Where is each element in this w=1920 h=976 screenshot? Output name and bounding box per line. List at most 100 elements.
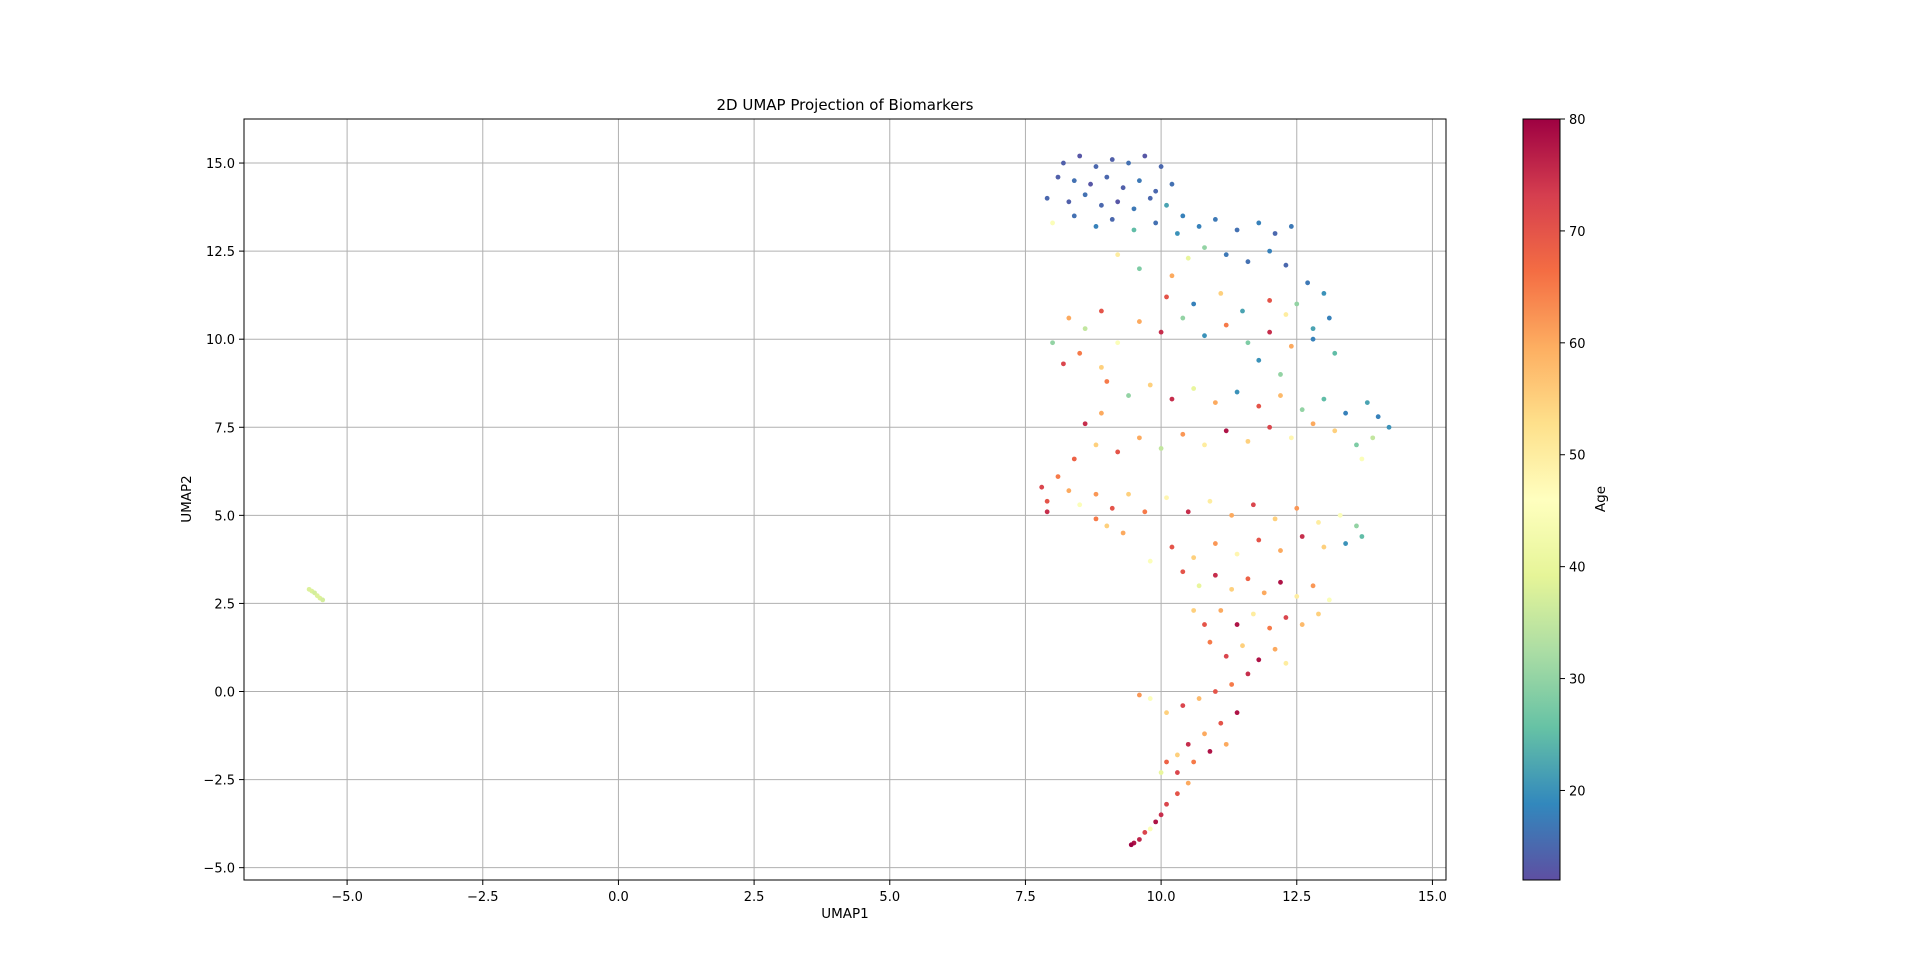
y-tick-label: 12.5 (206, 245, 235, 260)
data-point (1316, 611, 1321, 617)
data-point (1234, 622, 1240, 627)
data-point (1278, 393, 1283, 398)
data-point (1343, 410, 1349, 416)
data-point (1115, 449, 1121, 455)
data-point (1055, 474, 1061, 479)
data-point (1164, 294, 1169, 300)
data-point (1212, 572, 1218, 578)
data-point (1283, 660, 1289, 666)
data-point (1115, 199, 1121, 205)
x-axis-label: UMAP1 (821, 906, 869, 922)
data-point (1202, 442, 1207, 448)
data-point (1310, 583, 1316, 589)
y-tick-label: 15.0 (206, 157, 235, 172)
y-tick-label: 5.0 (214, 509, 235, 524)
data-point (1126, 491, 1131, 497)
data-point (1044, 509, 1050, 515)
data-point (1212, 689, 1218, 694)
data-point (1240, 643, 1245, 649)
data-point (1136, 692, 1142, 698)
data-point (1310, 336, 1316, 342)
data-point (1050, 220, 1055, 226)
data-point (1223, 428, 1229, 434)
data-point (1126, 393, 1131, 398)
data-point (1294, 301, 1300, 307)
data-point (1169, 273, 1175, 279)
data-point (1305, 280, 1311, 286)
data-point (1169, 544, 1175, 550)
data-point (1240, 308, 1245, 314)
data-point (1359, 456, 1365, 462)
data-point (1077, 350, 1083, 356)
data-point (1267, 329, 1273, 335)
data-point (1332, 350, 1338, 356)
data-point (1158, 770, 1164, 775)
data-point (1202, 731, 1207, 737)
data-point (1294, 505, 1300, 511)
data-point (1099, 202, 1104, 208)
data-point (1234, 389, 1240, 395)
x-tick-label: 7.5 (1015, 890, 1036, 905)
colorbar (1522, 118, 1561, 881)
x-tick-label: 15.0 (1418, 890, 1447, 905)
x-axis-ticks: −5.0 −2.5 0.0 2.5 5.0 7.5 10.0 12.5 15.0 (331, 880, 1447, 905)
data-point (1202, 622, 1207, 627)
x-tick-label: 0.0 (608, 890, 629, 905)
data-point (1218, 720, 1224, 726)
data-point (1202, 333, 1207, 339)
data-point (1207, 749, 1213, 754)
data-point (1088, 181, 1093, 187)
data-point (1191, 555, 1197, 561)
data-point (1250, 502, 1256, 508)
data-point (1093, 224, 1099, 229)
data-point (1099, 308, 1104, 314)
data-point (1223, 741, 1229, 747)
data-point (1283, 262, 1289, 268)
y-tick-label: 7.5 (214, 421, 235, 436)
colorbar-tick-label: 50 (1569, 449, 1586, 464)
data-point (1147, 558, 1153, 564)
colorbar-ticks: 20 30 40 50 60 70 80 (1560, 113, 1586, 799)
data-point (1256, 220, 1262, 226)
colorbar-tick-label: 70 (1569, 225, 1586, 240)
data-point (1234, 227, 1240, 233)
data-point (1294, 593, 1300, 599)
data-point (1153, 819, 1159, 825)
y-tick-label: 10.0 (206, 333, 235, 348)
x-tick-label: 5.0 (879, 890, 900, 905)
data-point (1223, 653, 1229, 659)
colorbar-tick-label: 40 (1569, 561, 1586, 576)
data-point (1082, 421, 1088, 427)
data-point (1185, 780, 1191, 786)
data-point (1147, 696, 1153, 701)
data-point (1278, 372, 1283, 377)
data-point (1283, 312, 1289, 317)
data-point (1234, 710, 1240, 716)
data-point (1218, 290, 1224, 296)
data-point (1061, 361, 1066, 367)
data-point (1180, 569, 1186, 575)
colorbar-tick-label: 60 (1569, 337, 1586, 352)
data-point (1288, 224, 1294, 229)
data-point (1109, 217, 1115, 222)
data-point (1299, 407, 1305, 413)
data-point (1093, 164, 1099, 169)
data-point (1142, 153, 1148, 159)
data-point (1169, 396, 1175, 402)
data-point (1093, 442, 1099, 448)
data-point (1093, 516, 1099, 522)
colorbar-tick-label: 80 (1569, 113, 1586, 128)
data-point (1337, 512, 1343, 518)
y-tick-label: 0.0 (214, 686, 235, 701)
data-point (1196, 583, 1202, 589)
data-point (1196, 696, 1202, 701)
data-point (1169, 181, 1175, 187)
data-point (1321, 396, 1327, 402)
data-point (1288, 343, 1294, 349)
y-tick-label: −2.5 (203, 774, 235, 789)
data-point (1082, 326, 1088, 332)
data-point (1185, 509, 1191, 515)
data-point (1061, 160, 1066, 166)
data-point (1142, 830, 1148, 835)
